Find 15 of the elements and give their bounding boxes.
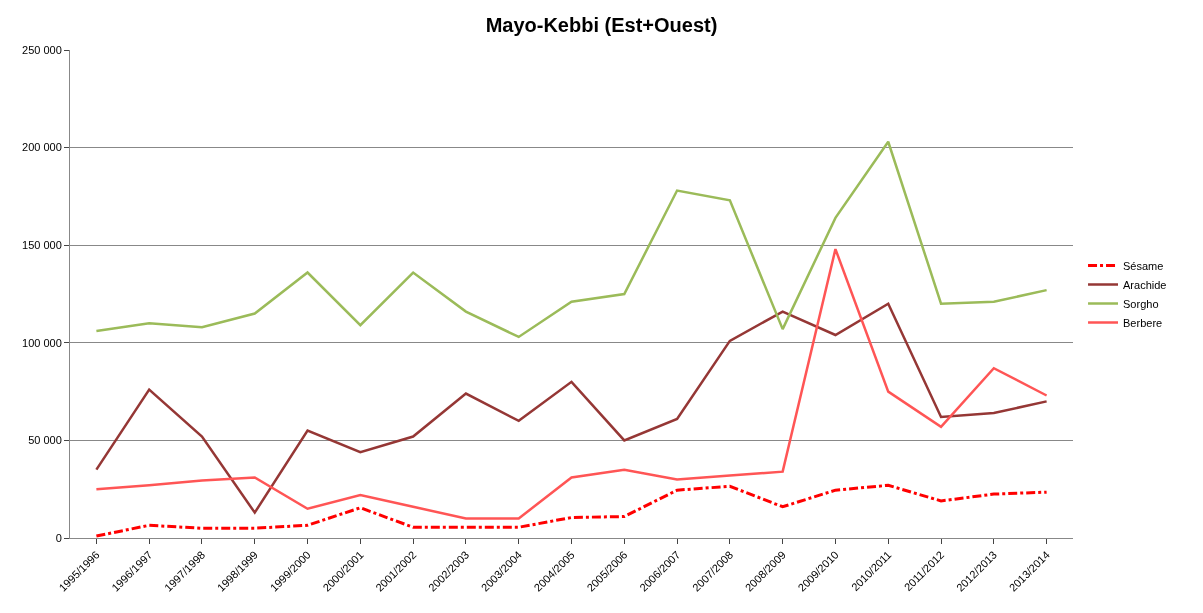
line-series [95, 302, 1048, 514]
y-tick-label: 100 000 [22, 336, 62, 349]
y-tick-label: 250 000 [22, 43, 62, 56]
legend-label: Sésame [1123, 259, 1164, 272]
y-tick-label: 150 000 [22, 239, 62, 252]
y-tick-label: 50 000 [28, 434, 62, 447]
line-series [95, 140, 1048, 339]
line-series [95, 247, 1048, 520]
y-tick-label: 0 [55, 531, 62, 544]
legend-label: Sorgho [1123, 297, 1159, 310]
legend-label: Berbere [1123, 316, 1163, 329]
chart-title: Mayo-Kebbi (Est+Ouest) [485, 14, 718, 37]
legend-label: Arachide [1123, 278, 1167, 291]
line-series [94, 483, 1049, 538]
y-tick-label: 200 000 [22, 141, 62, 154]
